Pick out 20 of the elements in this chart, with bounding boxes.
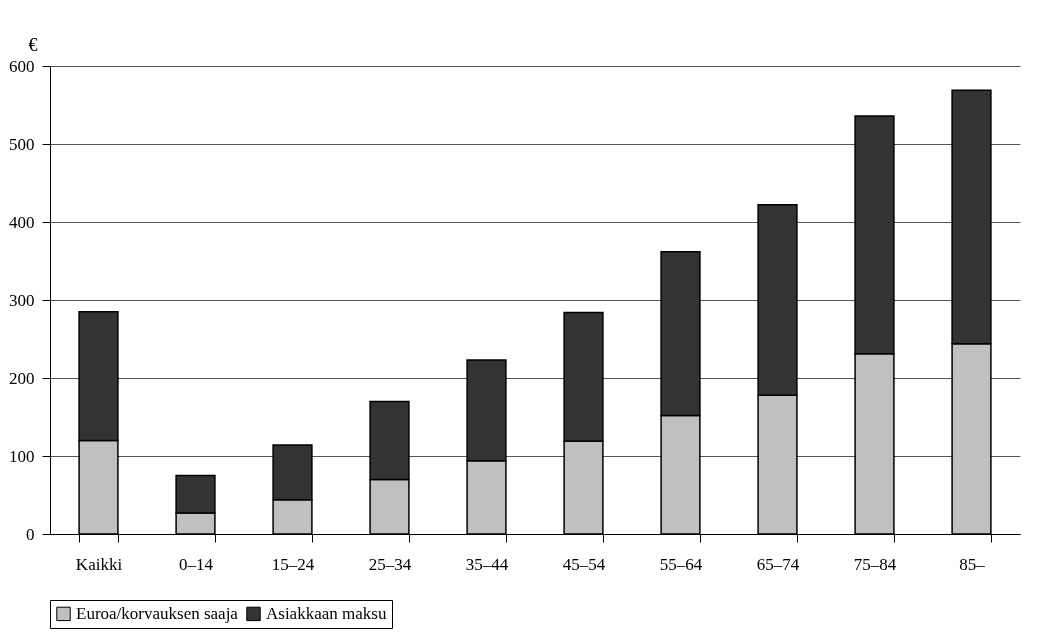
y-tick-label: 400: [9, 212, 35, 232]
y-tick-label: 100: [9, 446, 35, 466]
y-axis-title: €: [28, 34, 38, 55]
x-tick-label: 75–84: [853, 554, 897, 574]
x-tick-label: 55–64: [659, 554, 703, 574]
x-tick-label: 35–44: [465, 554, 509, 574]
y-tick-label: 0: [26, 524, 35, 544]
y-tick-label: 300: [9, 290, 35, 310]
y-tick-label: 500: [9, 134, 35, 154]
x-tick-label: 65–74: [756, 554, 800, 574]
legend-label: Euroa/korvauksen saaja: [76, 603, 239, 623]
x-tick-label: 25–34: [368, 554, 412, 574]
x-tick-label: 0–14: [179, 554, 214, 574]
x-tick-label: Kaikki: [75, 554, 123, 574]
y-tick-label: 600: [9, 56, 35, 76]
x-tick-label: 85–: [959, 554, 986, 574]
legend-label: Asiakkaan maksu: [266, 603, 387, 623]
y-tick-label: 200: [9, 368, 35, 388]
x-tick-label: 15–24: [271, 554, 315, 574]
x-tick-label: 45–54: [562, 554, 606, 574]
